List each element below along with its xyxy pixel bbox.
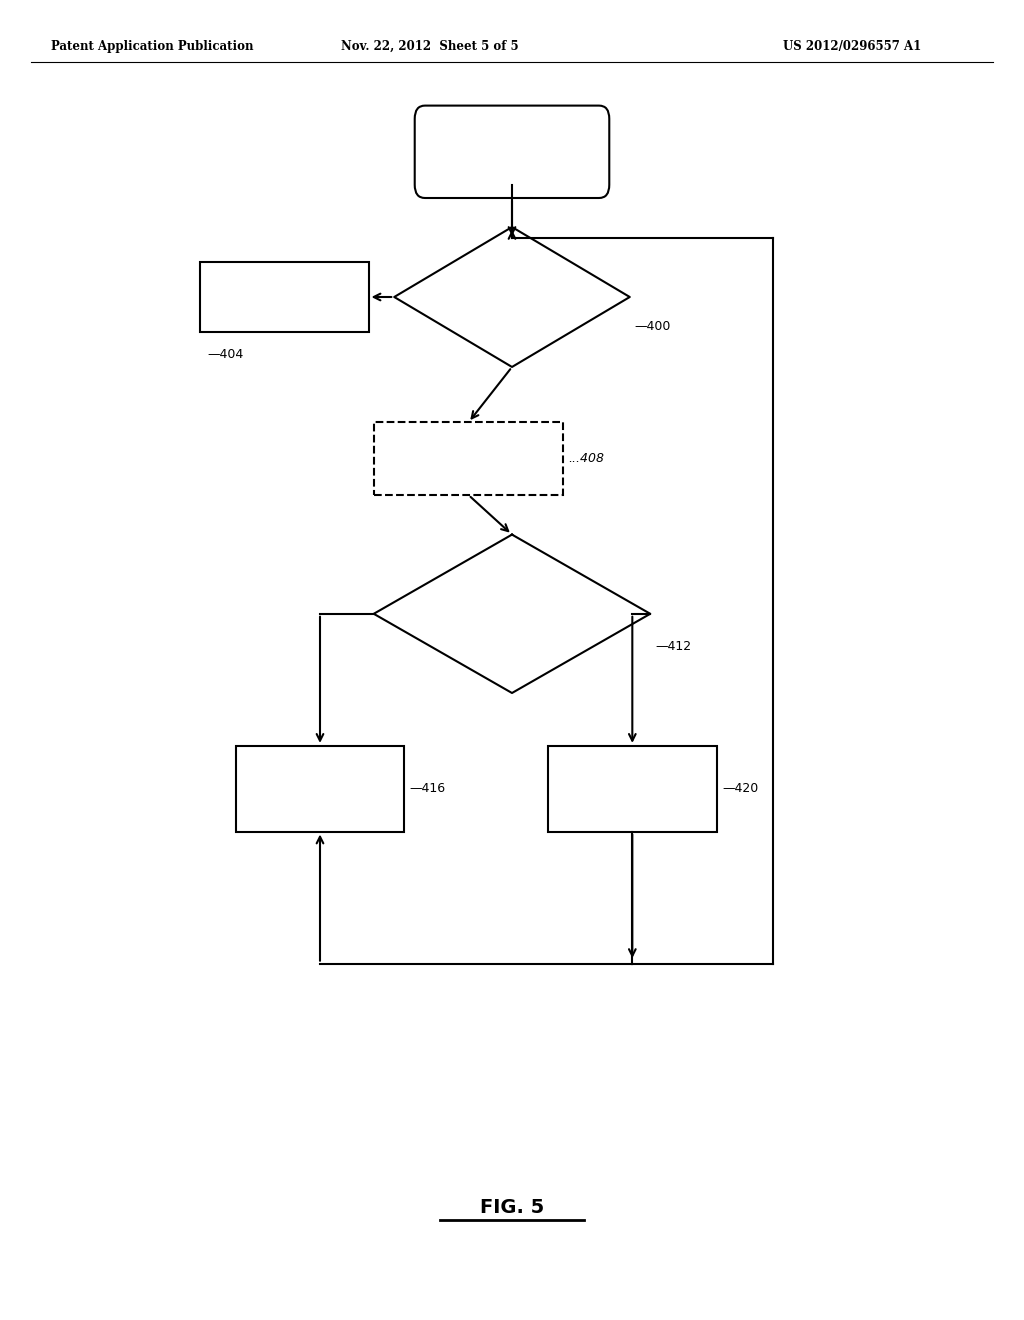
Text: —416: —416 [410, 783, 445, 795]
Text: —400: —400 [635, 319, 672, 333]
Text: —412: —412 [655, 640, 691, 653]
Text: —420: —420 [722, 783, 758, 795]
Text: —404: —404 [208, 347, 244, 360]
Text: Nov. 22, 2012  Sheet 5 of 5: Nov. 22, 2012 Sheet 5 of 5 [341, 40, 519, 53]
Text: US 2012/0296557 A1: US 2012/0296557 A1 [783, 40, 922, 53]
Text: Patent Application Publication: Patent Application Publication [51, 40, 254, 53]
Text: FIG. 5: FIG. 5 [480, 1199, 544, 1217]
Text: ...408: ...408 [568, 453, 604, 465]
